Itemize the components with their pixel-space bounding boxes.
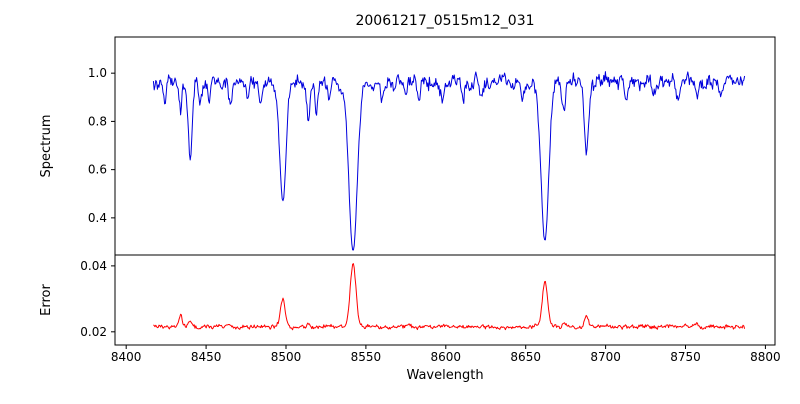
x-tick-label: 8450 (191, 350, 222, 364)
error-panel-border (114, 254, 776, 346)
y-tick-label: 0.6 (88, 163, 107, 177)
error-line (153, 263, 746, 331)
x-axis-label: Wavelength (406, 368, 483, 383)
x-tick-label: 8800 (750, 350, 781, 364)
chart-title: 20061217_0515m12_031 (355, 13, 534, 29)
x-tick-label: 8500 (271, 350, 302, 364)
x-tick-label: 8650 (510, 350, 541, 364)
spectrum-y-axis-label: Spectrum (39, 115, 54, 178)
y-tick-label: 0.04 (80, 259, 107, 273)
error-y-axis-label: Error (39, 284, 54, 316)
x-tick-label: 8400 (111, 350, 142, 364)
x-tick-label: 8750 (670, 350, 701, 364)
y-tick-label: 1.0 (88, 66, 107, 80)
y-tick-label: 0.4 (88, 211, 107, 225)
x-tick-label: 8550 (351, 350, 382, 364)
x-tick-label: 8700 (590, 350, 621, 364)
y-tick-label: 0.02 (80, 325, 107, 339)
spectrum-panel-border (114, 36, 776, 256)
y-tick-label: 0.8 (88, 114, 107, 128)
x-tick-label: 8600 (431, 350, 462, 364)
plot-area: 0.4 0.6 0.8 1.0 0.02 0.04 8400 8450 8500 8550 8600… (80, 36, 781, 364)
spectrum-line (152, 71, 746, 251)
